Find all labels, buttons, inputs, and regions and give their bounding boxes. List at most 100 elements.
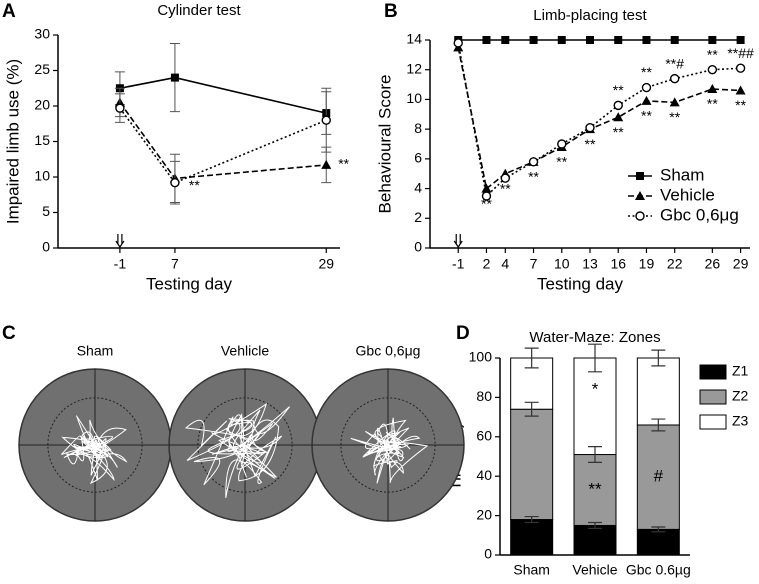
annotation: ** [556,154,567,170]
marker [736,36,745,44]
y-tick-label: 20 [476,506,492,522]
marker [585,122,595,133]
marker [321,159,332,169]
y-tick-label: 2 [414,209,422,225]
y-tick-label: 10 [34,168,50,184]
chart-title: Limb-placing test [533,7,647,24]
y-tick-label: 10 [406,90,422,106]
bar-segment [573,524,617,556]
annotation: **## [727,45,754,61]
legend-label: Sham [660,165,704,184]
annotation: ** [500,180,511,196]
x-tick-label: 10 [554,256,570,272]
panel-label: C [2,323,16,344]
y-tick-label: 60 [476,428,492,444]
marker [735,63,746,73]
y-tick-label: 8 [414,120,422,136]
chart-title: Cylinder test [157,2,241,19]
bar-segment [573,357,617,456]
marker [614,36,623,44]
bar-segment [573,454,617,526]
x-tick-label: 7 [530,256,538,272]
error-bar [651,418,666,432]
x-tick-label: Sham [513,562,550,578]
series-line [119,107,327,184]
chart-title: Water-Maze: Zones [529,329,660,346]
x-tick-label: 29 [733,256,749,272]
annotation: ** [528,169,539,185]
legend-label: Gbc 0,6μg [660,205,739,224]
y-tick-label: 6 [414,150,422,166]
y-tick-label: 40 [476,467,492,483]
y-axis-label: Behavioural Score [375,75,394,214]
y-tick-label: 15 [34,132,50,148]
annotation: ** [735,97,746,113]
x-tick-label: 16 [610,256,626,272]
legend-marker [635,191,645,200]
marker [453,38,463,48]
marker [529,36,538,44]
y-tick-label: 14 [406,31,422,47]
annotation: ** [613,124,624,140]
annotation: * [592,380,599,399]
legend-swatch [699,364,727,380]
error-bar [524,401,539,417]
y-tick-label: 12 [406,60,422,76]
marker [557,139,567,149]
x-tick-label: 19 [639,256,655,272]
marker [641,82,652,93]
y-tick-label: 20 [34,97,50,113]
legend-marker [635,211,645,221]
x-axis-label: Testing day [146,274,232,293]
legend-label: Z2 [732,388,749,404]
annotation: ** [481,195,492,211]
marker [481,183,492,193]
legend-swatch [699,389,727,405]
x-tick-label: 2 [483,256,491,272]
annotation: **# [665,55,684,71]
annotation: ** [707,46,718,62]
legend-label: Z1 [732,363,749,379]
annotation: ** [707,96,718,112]
y-tick-label: 30 [34,26,50,42]
legend-label: Z3 [732,413,749,429]
bar-segment [510,519,554,556]
marker [670,73,680,84]
annotation: ** [338,156,349,172]
x-tick-label: -1 [114,256,127,272]
bar-segment [636,528,680,556]
annotation: ** [585,136,596,152]
bar-segment [510,408,554,521]
y-tick-label: 0 [484,546,492,562]
x-tick-label: 26 [705,256,721,272]
error-bar [588,521,602,530]
y-tick-label: 25 [34,61,50,77]
marker [501,36,510,44]
y-tick-label: 4 [414,179,422,195]
marker [641,95,652,105]
legend-label: Vehicle [660,185,715,204]
marker [500,173,510,183]
bar-segment [636,424,680,530]
error-bar [588,446,602,464]
annotation: ** [189,177,200,193]
marker [613,100,623,111]
error-bar [588,343,602,373]
panel-label: A [2,1,16,22]
error-bar [651,349,666,367]
marker [482,36,491,44]
marker [613,112,624,122]
x-tick-label: Vehicle [572,562,617,578]
annotation: ** [641,64,652,80]
panel-label: D [456,323,470,344]
annotation: ** [641,108,652,124]
maze-label: Sham [77,343,114,359]
x-tick-label: 4 [501,256,509,272]
x-tick-label: 22 [667,256,683,272]
swim-track [184,402,290,498]
x-tick-label: 7 [171,256,179,272]
x-tick-label: 29 [318,256,334,272]
marker [170,73,179,82]
error-bar [524,347,539,369]
y-tick-label: 100 [469,349,493,365]
